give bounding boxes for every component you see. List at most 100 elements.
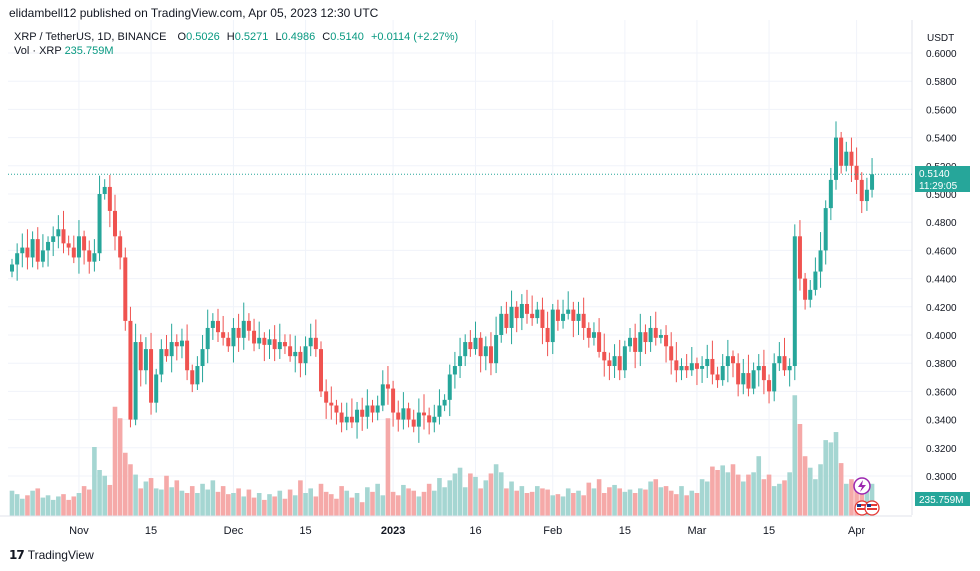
candle-body: [478, 337, 483, 357]
candle-body: [329, 402, 334, 406]
volume-bar: [807, 467, 813, 516]
volume-bar: [344, 490, 350, 516]
volume-bar: [689, 490, 695, 516]
y-tick-label: 0.4600: [926, 246, 957, 257]
candle-body: [617, 356, 622, 371]
candle-body: [818, 250, 823, 272]
time-axis[interactable]: Nov 15 Dec 15 2023 16 Feb 15 Mar 15 Apr: [0, 515, 912, 537]
volume-bar: [545, 489, 550, 516]
candle-body: [519, 303, 524, 319]
volume-bar: [128, 464, 133, 516]
price-axis[interactable]: 0.60000.58000.56000.54000.52000.50000.48…: [911, 20, 957, 515]
low-value: 0.4986: [281, 31, 316, 43]
candle-body: [638, 332, 643, 352]
volume-bar: [761, 479, 767, 516]
candle-body: [555, 309, 560, 321]
candle-body: [566, 309, 571, 314]
candle-body: [15, 253, 20, 265]
volume-bar: [76, 493, 82, 516]
volume-bar: [746, 474, 751, 516]
volume-bar: [226, 494, 231, 516]
volume-bar: [699, 479, 705, 516]
candle-body: [365, 405, 370, 417]
high-value: 0.5271: [234, 31, 269, 43]
candle-body: [262, 337, 267, 345]
candle-body: [344, 416, 349, 423]
volume-bar: [390, 491, 396, 516]
volume-bar: [638, 488, 643, 516]
volume-bar: [674, 494, 679, 516]
volume-bar: [849, 479, 854, 516]
volume-bar: [576, 490, 581, 516]
volume-bar: [504, 488, 509, 516]
volume-bar: [777, 483, 782, 516]
y-tick-label: 0.6000: [926, 49, 957, 60]
x-tick-label: 2023: [381, 525, 405, 537]
candle-body: [679, 366, 684, 371]
candle-body: [550, 309, 555, 343]
y-tick-label: 0.3200: [926, 444, 957, 455]
volume-bar: [483, 480, 489, 516]
candle-body: [612, 356, 617, 367]
legend-price-row: XRP / TetherUS, 1D, BINANCE O0.5026 H0.5…: [14, 30, 462, 44]
candle-body: [164, 349, 169, 357]
candle-body: [509, 306, 514, 328]
high-label: H: [226, 31, 235, 43]
volume-bar: [432, 490, 437, 516]
legend: XRP / TetherUS, 1D, BINANCE O0.5026 H0.5…: [14, 30, 462, 58]
price-chart[interactable]: USDT 0.60000.58000.56000.54000.52000.500…: [0, 20, 980, 550]
candle-body: [854, 165, 859, 180]
chart-area[interactable]: USDT 0.60000.58000.56000.54000.52000.500…: [0, 20, 980, 550]
candle-body: [736, 363, 741, 385]
symbol-name[interactable]: XRP / TetherUS, 1D, BINANCE: [14, 31, 167, 43]
candle-body: [51, 236, 56, 242]
last-price-tag: [915, 166, 970, 192]
us-flag-event-icon[interactable]: [854, 500, 880, 516]
candle-body: [468, 342, 473, 350]
volume-bar: [725, 472, 731, 516]
candle-body: [282, 342, 287, 347]
candle-body: [767, 380, 772, 392]
volume-bar: [560, 496, 566, 516]
volume-bar: [756, 456, 762, 516]
candle-body: [66, 243, 71, 248]
candle-body: [123, 257, 128, 321]
candle-body: [535, 309, 540, 319]
candle-body: [823, 208, 828, 251]
volume-bar: [169, 487, 174, 516]
volume-bar: [648, 481, 653, 516]
candle-body: [349, 416, 354, 423]
publisher-line: elidambell12 published on TradingView.co…: [9, 6, 379, 20]
volume-bar: [684, 495, 689, 516]
lightning-event-icon[interactable]: [853, 477, 871, 495]
volume-bar: [581, 495, 586, 516]
candle-body: [664, 335, 669, 347]
volume-bar: [61, 494, 66, 516]
volume-bar: [14, 494, 20, 516]
volume-bar: [468, 473, 473, 516]
volume-bar: [313, 496, 319, 516]
volume-bar: [179, 490, 185, 516]
candle-body: [360, 409, 365, 417]
volume-bar: [715, 470, 720, 516]
volume-bar: [828, 442, 834, 516]
candle-body: [525, 303, 529, 314]
candle-body: [483, 346, 488, 357]
volume-bar: [818, 464, 823, 516]
volume-bar: [741, 481, 746, 516]
candle-body: [154, 374, 159, 403]
volume-bar: [535, 486, 540, 516]
candle-body: [849, 151, 854, 166]
footer-brand[interactable]: 𝟭𝟳 TradingView: [9, 548, 94, 562]
volume-bar: [792, 395, 798, 516]
volume-bar: [658, 487, 664, 516]
volume-bar: [138, 488, 144, 516]
y-tick-label: 0.5000: [926, 190, 957, 201]
volume-bar: [375, 483, 380, 516]
volume-bar: [540, 488, 545, 516]
volume-bar: [813, 479, 818, 516]
candle-body: [442, 399, 447, 406]
volume-bar: [591, 488, 597, 516]
candle-body: [334, 405, 339, 413]
candle-body: [293, 351, 298, 357]
